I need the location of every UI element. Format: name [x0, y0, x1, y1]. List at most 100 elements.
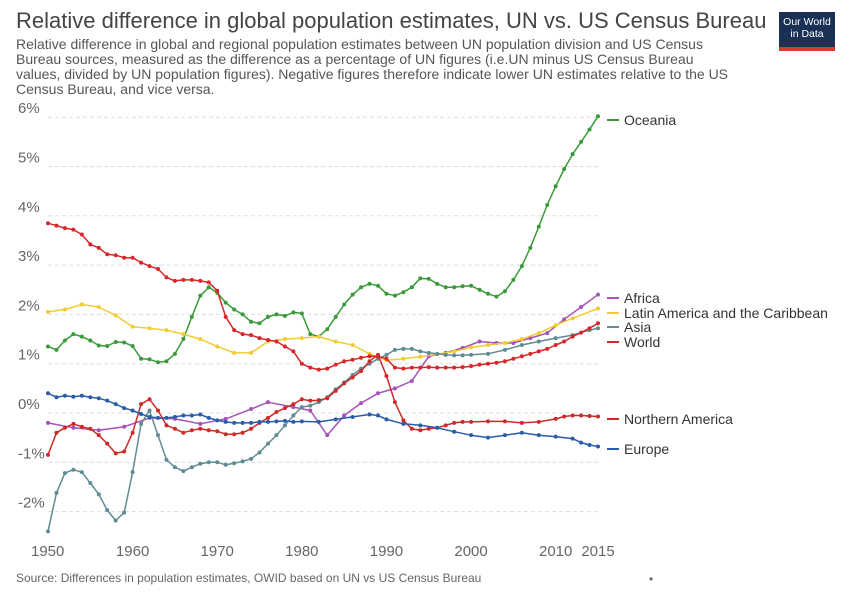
- data-point: [62, 393, 67, 398]
- data-point: [198, 426, 203, 431]
- legend-label[interactable]: Asia: [624, 319, 651, 335]
- data-point: [587, 443, 592, 448]
- data-point: [486, 342, 490, 347]
- data-point: [79, 424, 84, 429]
- data-point: [325, 327, 330, 332]
- data-point: [502, 340, 507, 345]
- data-point: [502, 347, 507, 352]
- data-point: [596, 306, 600, 311]
- series-northern-america[interactable]: [46, 352, 600, 457]
- data-point: [257, 450, 262, 455]
- data-point: [426, 276, 431, 281]
- data-point: [376, 283, 380, 288]
- data-point: [181, 469, 186, 474]
- data-point: [223, 419, 228, 424]
- data-point: [502, 433, 507, 438]
- data-point: [206, 460, 211, 465]
- legend-label[interactable]: Africa: [624, 290, 660, 306]
- data-point: [426, 426, 431, 431]
- data-point: [240, 420, 245, 425]
- legend-label[interactable]: Europe: [624, 441, 669, 457]
- data-point: [553, 336, 558, 341]
- owid-logo[interactable]: Our World in Data: [779, 12, 835, 51]
- data-point: [350, 414, 355, 419]
- legend-label[interactable]: Northern America: [624, 411, 733, 427]
- chart-subtitle: Relative difference in global and region…: [16, 36, 729, 97]
- series-europe[interactable]: [46, 391, 600, 449]
- data-point: [392, 293, 397, 298]
- data-point: [409, 426, 414, 431]
- legend-label[interactable]: World: [624, 334, 660, 350]
- series-oceania[interactable]: [46, 114, 600, 365]
- data-point: [469, 433, 474, 438]
- data-point: [240, 459, 245, 464]
- data-point: [452, 365, 457, 370]
- data-point: [519, 430, 524, 435]
- logo-accent-bar: [779, 47, 835, 51]
- data-point: [139, 421, 144, 426]
- y-tick-label: 5%: [18, 150, 40, 167]
- data-point: [299, 397, 304, 402]
- data-point: [553, 184, 558, 189]
- data-point: [350, 342, 355, 347]
- data-point: [266, 400, 270, 405]
- data-point: [71, 467, 76, 472]
- series-latin-america-and-the-caribbean[interactable]: [46, 302, 600, 363]
- data-point: [486, 351, 490, 356]
- data-point: [528, 245, 533, 250]
- y-tick-label: 4%: [18, 199, 40, 216]
- legend-label[interactable]: Oceania: [624, 112, 676, 128]
- data-point: [79, 232, 84, 237]
- data-point: [536, 433, 541, 438]
- data-point: [113, 253, 118, 258]
- data-point: [579, 139, 584, 144]
- data-point: [291, 310, 296, 315]
- data-point: [189, 413, 194, 418]
- data-point: [367, 412, 372, 417]
- data-point: [570, 413, 575, 418]
- series-asia[interactable]: [46, 326, 600, 534]
- data-point: [139, 260, 144, 265]
- data-point: [62, 425, 67, 430]
- legend-label[interactable]: Latin America and the Caribbean: [624, 305, 828, 321]
- data-point: [596, 444, 600, 449]
- data-point: [206, 285, 211, 290]
- data-point: [54, 490, 59, 495]
- data-point: [274, 312, 279, 317]
- data-point: [384, 374, 389, 379]
- data-point: [105, 508, 110, 513]
- data-point: [460, 353, 465, 358]
- data-point: [46, 391, 50, 396]
- data-point: [519, 264, 524, 269]
- data-point: [79, 334, 84, 339]
- data-point: [172, 465, 177, 470]
- data-point: [579, 305, 584, 310]
- data-point: [384, 352, 389, 357]
- data-point: [206, 428, 211, 433]
- data-point: [198, 461, 203, 466]
- data-point: [130, 470, 135, 475]
- data-point: [240, 332, 245, 337]
- data-point: [79, 393, 84, 398]
- data-point: [164, 457, 169, 462]
- series-world[interactable]: [46, 221, 600, 372]
- data-point: [181, 430, 186, 435]
- data-point: [96, 245, 101, 250]
- data-point: [570, 316, 575, 321]
- data-point: [435, 365, 440, 370]
- data-point: [426, 365, 431, 370]
- data-point: [553, 342, 558, 347]
- data-point: [486, 435, 490, 440]
- data-point: [71, 227, 76, 232]
- y-tick-label: 3%: [18, 248, 40, 265]
- data-point: [596, 114, 600, 119]
- data-point: [392, 365, 397, 370]
- data-point: [316, 398, 321, 403]
- data-point: [333, 362, 338, 367]
- data-point: [189, 277, 194, 282]
- data-point: [477, 287, 482, 292]
- data-point: [257, 419, 262, 424]
- data-point: [299, 419, 304, 424]
- data-point: [342, 359, 347, 364]
